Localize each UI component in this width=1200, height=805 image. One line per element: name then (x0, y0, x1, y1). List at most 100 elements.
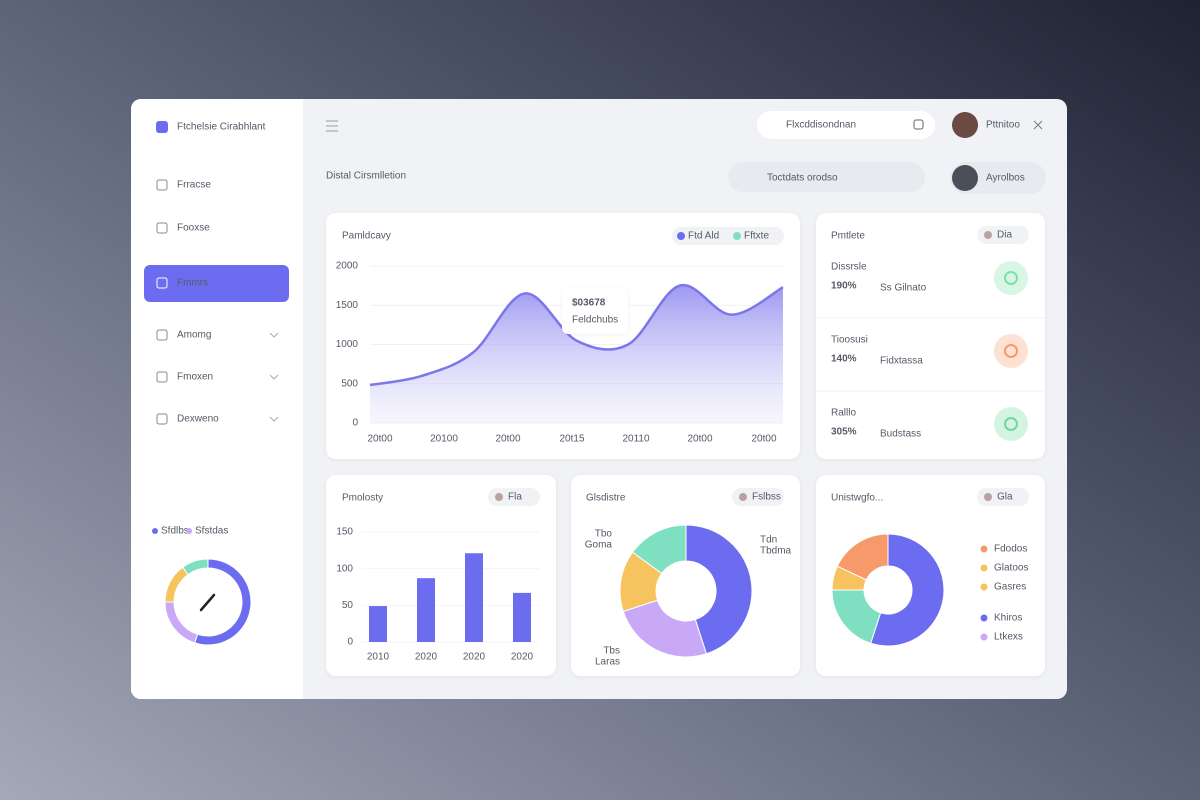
date-label: Toctdats orodso (767, 173, 838, 184)
nav-icon (156, 371, 168, 383)
stat-value: 190% (831, 281, 857, 292)
legend-label: Sfstdas (195, 526, 228, 537)
legend-label: Glatoos (994, 563, 1028, 574)
y-tick-label: 100 (336, 563, 353, 574)
donut-segment (622, 599, 708, 658)
area-line (369, 284, 784, 387)
chevron (269, 332, 279, 338)
bar (417, 578, 435, 642)
y-tick-label: 150 (336, 527, 353, 538)
legend-dot (733, 232, 741, 240)
legend-dot (980, 614, 988, 622)
bar (369, 606, 387, 642)
x-tick-label: 20t15 (559, 434, 584, 445)
legend-dot (980, 564, 988, 572)
stat-icon-inner (1004, 344, 1018, 358)
expand-icon[interactable] (1033, 120, 1043, 130)
legend-label: Ltkexs (994, 632, 1023, 643)
nav-item: Amomg (177, 330, 211, 341)
legend-label: Khiros (994, 613, 1022, 624)
y-tick-label: 50 (342, 600, 354, 611)
card-title: Pmolosty (342, 493, 383, 504)
nav-icon (156, 277, 168, 289)
legend-dot (980, 545, 988, 553)
user-name: Pttnitoo (986, 120, 1020, 131)
chevron (269, 416, 279, 422)
button-label: Gla (997, 492, 1013, 503)
donut-label: Tdn (760, 535, 777, 546)
button-icon (495, 493, 503, 501)
gauge-needle (199, 593, 216, 612)
stat-value: 140% (831, 354, 857, 365)
stat-label: Dissrsle (831, 262, 867, 273)
chevron (269, 374, 279, 380)
nav-item: Frracse (177, 180, 211, 191)
stat-note: Ss Gilnato (880, 283, 927, 294)
x-tick-label: 20100 (430, 434, 458, 445)
card (571, 475, 800, 676)
y-tick-label: 500 (341, 378, 358, 389)
search-box[interactable] (757, 111, 935, 139)
nav-icon (156, 413, 168, 425)
menu-icon[interactable] (326, 120, 338, 132)
date-box[interactable] (728, 162, 925, 192)
donut-sublabel: Tbdma (760, 546, 792, 557)
x-tick-label: 2010 (367, 652, 390, 663)
nav-item: Dexweno (177, 414, 219, 425)
button[interactable] (977, 488, 1029, 506)
button-icon (739, 493, 747, 501)
x-tick-label: 20t00 (367, 434, 392, 445)
card-title: Glsdistre (586, 493, 626, 504)
y-tick-label: 2000 (336, 261, 359, 272)
stat-icon-inner (1004, 417, 1018, 431)
donut-label: Tbo (595, 529, 613, 540)
card-title: Pmtlete (831, 231, 865, 242)
nav-item: Fmoxen (177, 372, 213, 383)
donut-sublabel: Goma (585, 540, 613, 551)
donut-segment (182, 558, 209, 576)
brand: Ftchelsie Cirabhlant (177, 122, 266, 133)
x-tick-label: 2020 (511, 652, 534, 663)
nav-item: Fooxse (177, 223, 210, 234)
card-title: Unistwgfo... (831, 493, 883, 504)
x-tick-label: 20t00 (687, 434, 712, 445)
donut-sublabel: Laras (595, 657, 620, 668)
donut-label: Tbs (603, 646, 620, 657)
tooltip (562, 288, 628, 334)
donut-segment (870, 533, 945, 647)
button[interactable] (488, 488, 540, 506)
logo (156, 121, 168, 133)
legend-label: Ftd Ald (688, 231, 719, 242)
x-tick-label: 20t00 (495, 434, 520, 445)
y-tick-label: 0 (347, 637, 353, 648)
button[interactable] (732, 488, 784, 506)
area-fill (370, 285, 783, 423)
y-tick-label: 0 (352, 418, 358, 429)
stat-icon (994, 334, 1028, 368)
nav-active[interactable] (144, 265, 289, 302)
search-icon (913, 119, 924, 130)
button-label: Fla (508, 492, 522, 503)
donut-segment (631, 524, 687, 575)
avatar (952, 112, 978, 138)
avatar (952, 165, 978, 191)
page-title: Distal Cirsmlletion (326, 171, 406, 182)
card (816, 213, 1045, 459)
stat-icon (994, 261, 1028, 295)
nav-icon (156, 179, 168, 191)
y-tick-label: 1000 (336, 339, 359, 350)
legend-dot (980, 583, 988, 591)
donut-segment (685, 524, 753, 655)
legend-box (672, 227, 784, 245)
button-label: Dia (997, 230, 1012, 241)
donut-segment (836, 533, 889, 581)
legend-dot (152, 528, 158, 534)
button[interactable] (977, 226, 1029, 244)
stat-label: Tioosusi (831, 335, 868, 346)
nav-icon (156, 222, 168, 234)
button-icon (984, 231, 992, 239)
y-tick-label: 1500 (336, 300, 359, 311)
button-label: Fslbss (752, 492, 781, 503)
button-icon (984, 493, 992, 501)
